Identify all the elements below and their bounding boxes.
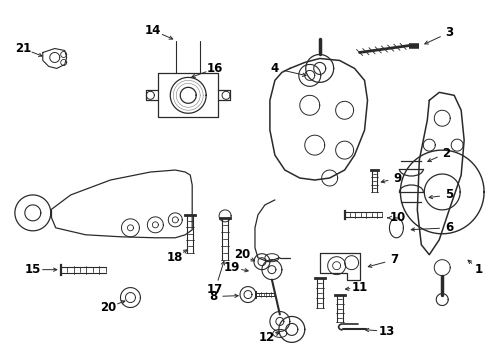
Text: 18: 18	[167, 251, 183, 264]
Text: 1: 1	[475, 263, 483, 276]
Text: 19: 19	[224, 261, 240, 274]
Text: 20: 20	[234, 248, 250, 261]
Text: 14: 14	[145, 24, 162, 37]
Text: 7: 7	[391, 253, 398, 266]
Text: 11: 11	[351, 281, 368, 294]
Text: 3: 3	[445, 26, 453, 39]
Text: 12: 12	[259, 331, 275, 344]
Text: 13: 13	[378, 325, 394, 338]
Text: 15: 15	[24, 263, 41, 276]
Text: 17: 17	[207, 283, 223, 296]
Text: 2: 2	[442, 147, 450, 159]
Text: 5: 5	[445, 188, 453, 202]
Text: 16: 16	[207, 62, 223, 75]
Text: 8: 8	[209, 290, 217, 303]
Text: 10: 10	[389, 211, 406, 224]
Text: 21: 21	[15, 42, 31, 55]
Text: 9: 9	[393, 171, 401, 185]
Text: 20: 20	[100, 301, 117, 314]
Text: 4: 4	[271, 62, 279, 75]
Text: 6: 6	[445, 221, 453, 234]
